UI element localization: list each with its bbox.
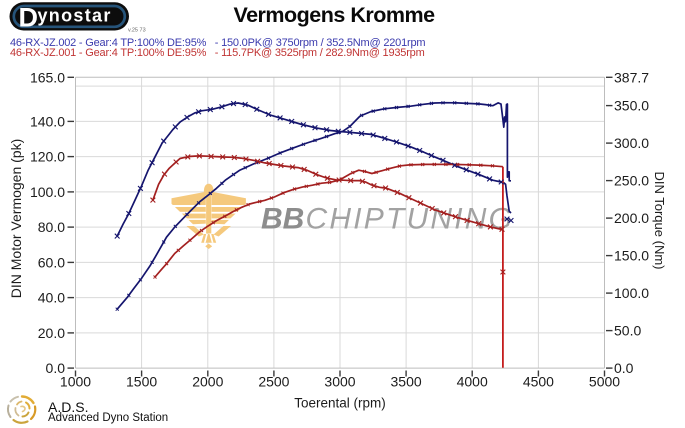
svg-text:250.0: 250.0 xyxy=(614,173,649,189)
svg-text:140.0: 140.0 xyxy=(30,113,65,129)
svg-text:300.0: 300.0 xyxy=(614,135,649,151)
svg-text:Toerental (rpm): Toerental (rpm) xyxy=(294,396,386,411)
svg-text:4000: 4000 xyxy=(457,374,488,390)
svg-text:CHIPTUNING: CHIPTUNING xyxy=(306,203,515,236)
svg-text:D: D xyxy=(19,3,39,33)
svg-text:165.0: 165.0 xyxy=(30,69,65,85)
svg-text:DIN Motor Vermogen (pk): DIN Motor Vermogen (pk) xyxy=(8,139,24,299)
svg-text:3000: 3000 xyxy=(324,374,355,390)
svg-text:100.0: 100.0 xyxy=(30,184,65,200)
svg-text:350.0: 350.0 xyxy=(614,98,649,114)
svg-text:0.0: 0.0 xyxy=(46,360,66,376)
svg-text:ynostar: ynostar xyxy=(38,6,112,26)
svg-text:5000: 5000 xyxy=(589,374,620,390)
svg-text:387.7: 387.7 xyxy=(614,69,649,85)
svg-text:DIN Torque (Nm): DIN Torque (Nm) xyxy=(652,171,667,269)
svg-text:200.0: 200.0 xyxy=(614,210,649,226)
svg-text:1000: 1000 xyxy=(60,374,91,390)
svg-text:120.0: 120.0 xyxy=(30,149,65,165)
svg-text:4500: 4500 xyxy=(523,374,554,390)
svg-text:2500: 2500 xyxy=(258,374,289,390)
svg-text:1500: 1500 xyxy=(126,374,157,390)
svg-text:3500: 3500 xyxy=(391,374,422,390)
svg-text:20.0: 20.0 xyxy=(38,325,65,341)
svg-text:80.0: 80.0 xyxy=(38,219,65,235)
svg-text:50.0: 50.0 xyxy=(614,323,641,339)
svg-text:0.0: 0.0 xyxy=(614,360,634,376)
svg-text:60.0: 60.0 xyxy=(38,254,65,270)
svg-text:BB: BB xyxy=(261,203,304,236)
svg-text:2000: 2000 xyxy=(192,374,223,390)
svg-text:150.0: 150.0 xyxy=(614,248,649,264)
svg-text:40.0: 40.0 xyxy=(38,290,65,306)
svg-text:v.25 73: v.25 73 xyxy=(128,28,146,34)
svg-text:100.0: 100.0 xyxy=(614,285,649,301)
